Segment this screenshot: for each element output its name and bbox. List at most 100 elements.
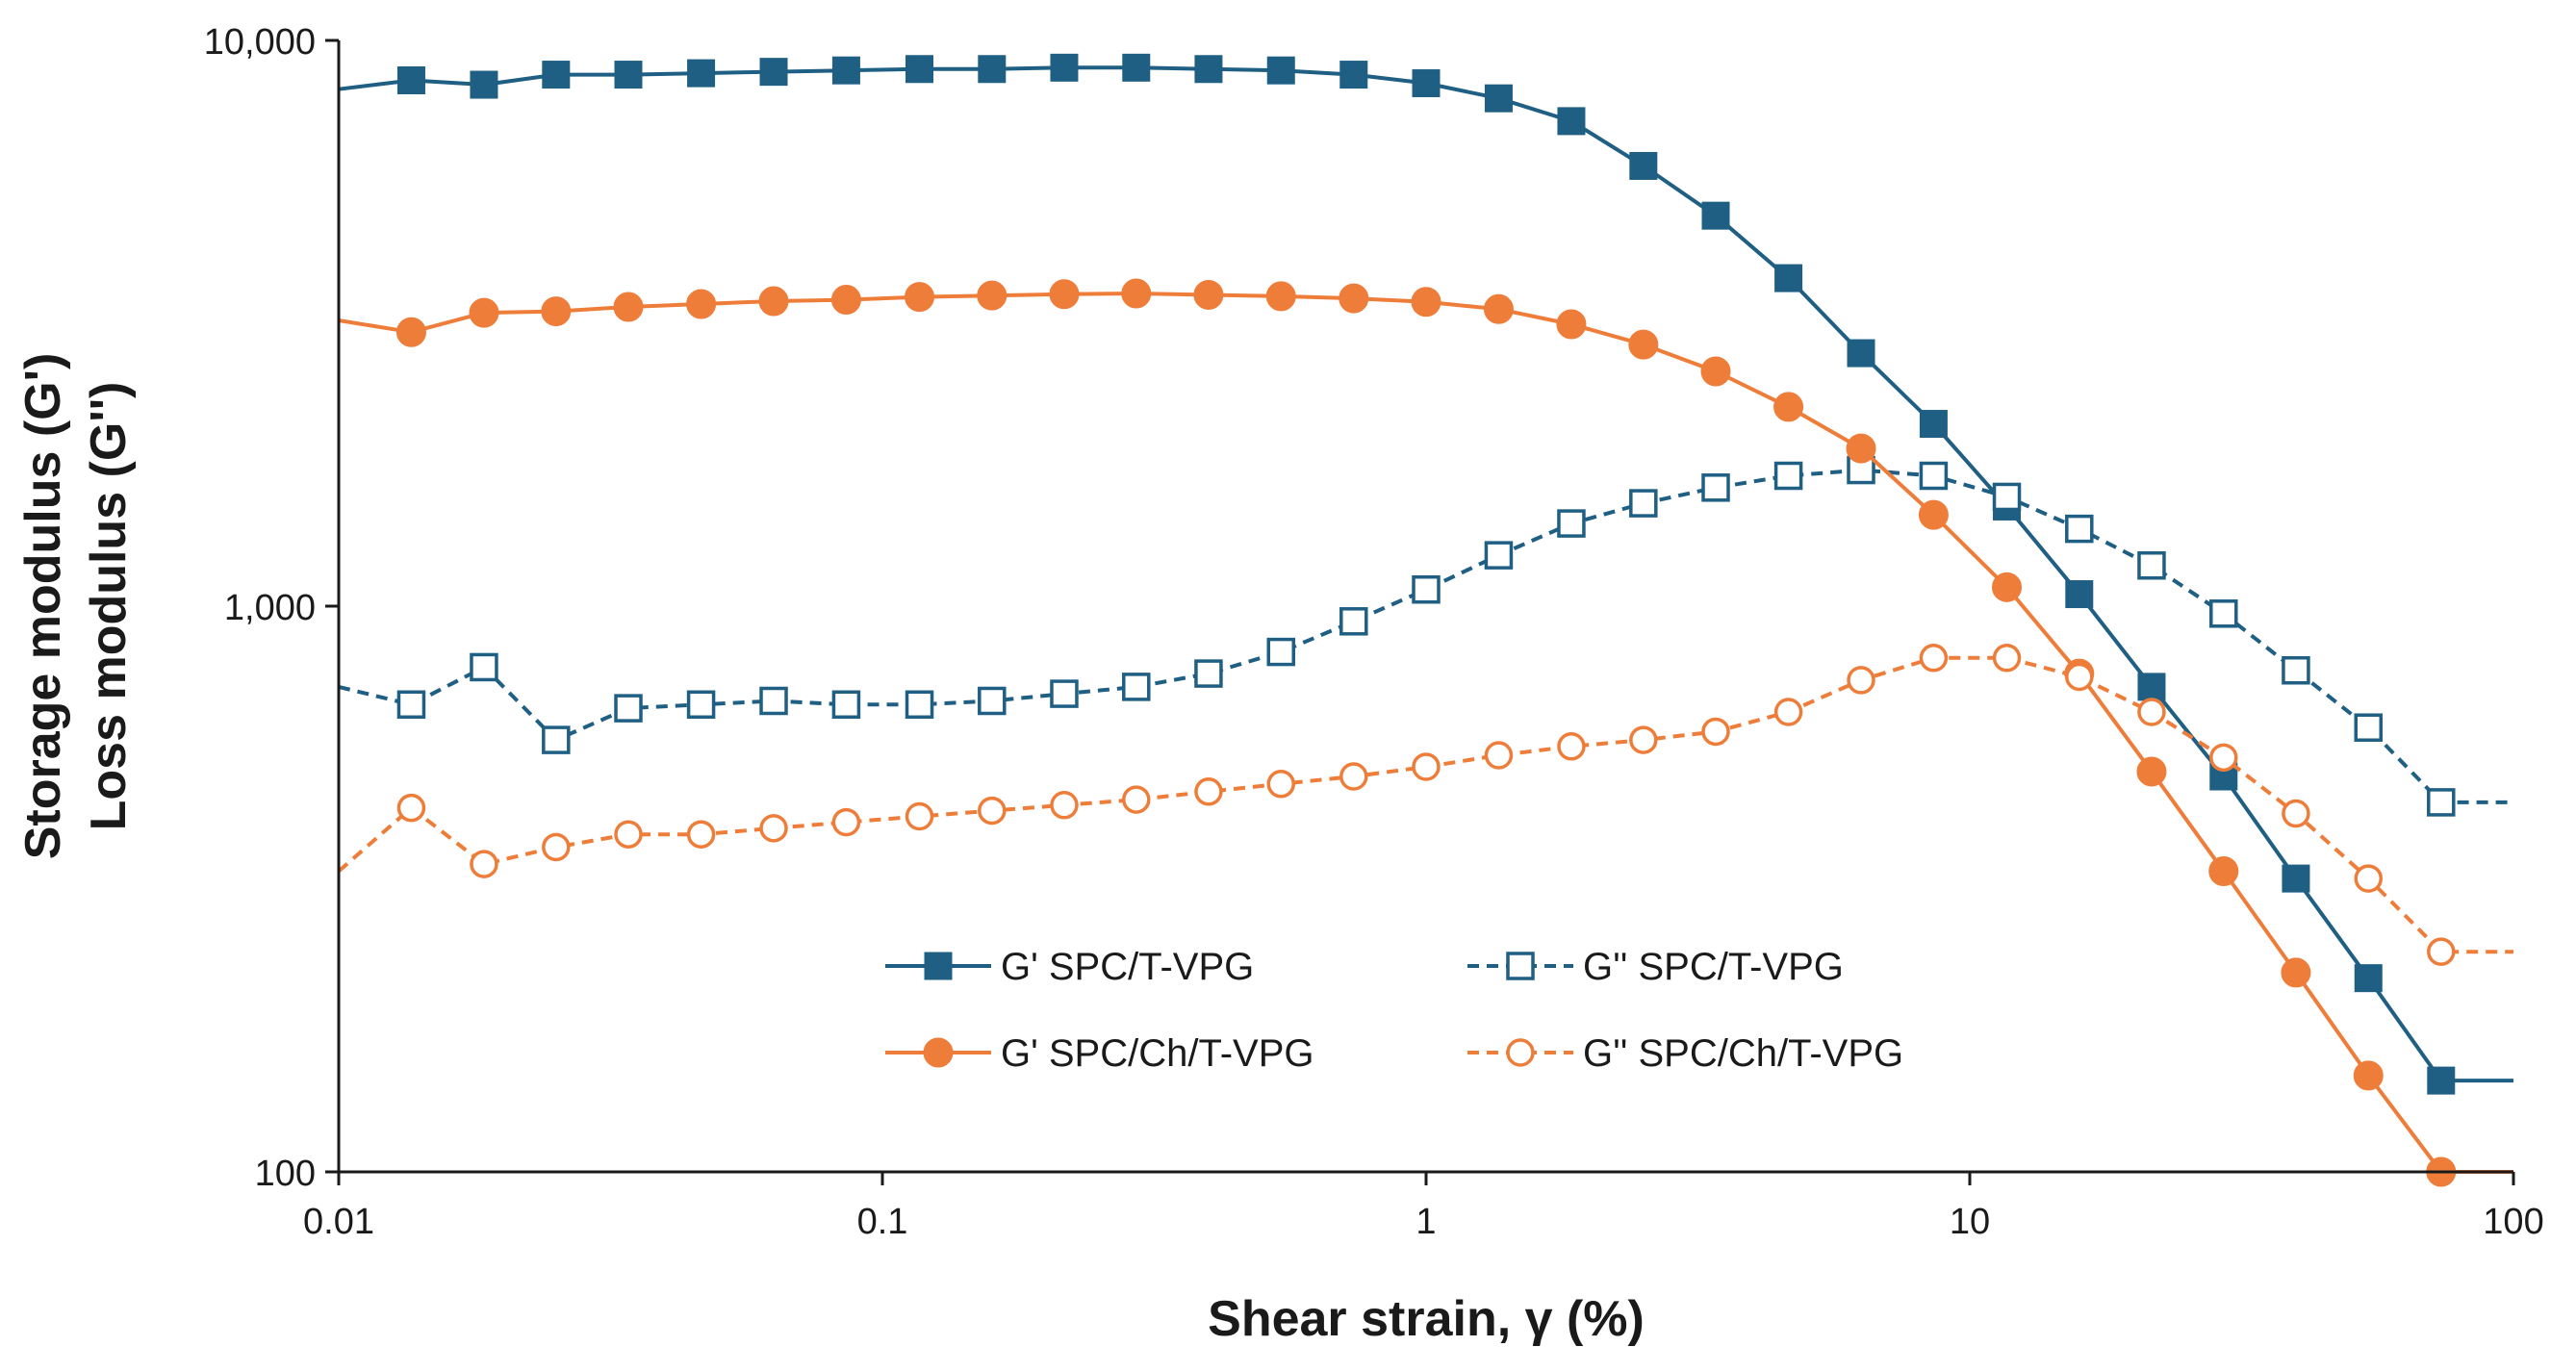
data-point <box>1339 283 1369 314</box>
data-point <box>1050 791 1079 820</box>
data-point <box>759 58 788 87</box>
data-point <box>687 59 716 88</box>
data-point <box>905 801 934 831</box>
data-point <box>1266 56 1295 85</box>
data-point <box>1701 201 1730 230</box>
data-point <box>1122 785 1151 814</box>
data-point <box>1774 264 1803 292</box>
data-point <box>2065 662 2094 692</box>
data-point <box>542 725 571 754</box>
data-point <box>1918 499 1949 530</box>
data-point <box>614 61 643 89</box>
series-g-storage-spc-t-vpg <box>338 53 2513 1095</box>
data-point <box>686 820 716 849</box>
data-point <box>978 55 1007 84</box>
data-point <box>2065 580 2094 609</box>
data-point <box>2208 855 2239 886</box>
data-point <box>1412 752 1441 781</box>
x-tick-label: 1 <box>1416 1202 1436 1242</box>
data-point <box>1484 541 1514 570</box>
legend-marker <box>923 1037 954 1068</box>
data-point <box>1847 339 1875 368</box>
data-point <box>1773 392 1804 422</box>
data-point <box>1339 607 1368 636</box>
data-point <box>1992 482 2022 512</box>
data-point <box>396 690 426 720</box>
series-line <box>338 65 2513 1083</box>
data-point <box>614 820 643 849</box>
data-point <box>1194 777 1223 806</box>
data-point <box>469 297 499 328</box>
data-point <box>1846 433 1876 464</box>
data-point <box>2137 550 2166 580</box>
data-point <box>2282 864 2310 893</box>
data-point <box>1773 698 1803 726</box>
y-tick-label: 100 <box>255 1154 316 1194</box>
data-point <box>2209 599 2238 628</box>
legend-marker <box>924 952 953 980</box>
data-point <box>905 690 934 720</box>
data-point <box>1919 644 1949 673</box>
data-point <box>1700 356 1731 387</box>
data-point <box>2354 864 2384 893</box>
data-point <box>686 289 717 319</box>
data-point <box>1484 84 1513 113</box>
data-point <box>1266 770 1296 799</box>
data-point <box>2354 713 2384 742</box>
legend-label: G'' SPC/Ch/T-VPG <box>1583 1032 1903 1075</box>
series-g-loss-spc-t-vpg <box>338 455 2513 817</box>
data-point <box>1339 762 1368 791</box>
data-point <box>2137 698 2166 726</box>
data-point <box>759 686 788 716</box>
data-point <box>1557 107 1586 136</box>
legend-item-g-loss-spc-t-vpg: G'' SPC/T-VPG <box>1467 946 1844 988</box>
data-point <box>2427 937 2456 966</box>
x-axis-title: Shear strain, γ (%) <box>1208 1291 1645 1347</box>
data-point <box>2209 743 2238 773</box>
data-point <box>1122 53 1151 82</box>
data-point <box>2281 957 2311 988</box>
data-point <box>1194 55 1223 84</box>
data-point <box>1773 461 1803 491</box>
data-point <box>1266 637 1296 667</box>
data-point <box>1339 61 1368 89</box>
data-point <box>1992 572 2023 602</box>
data-point <box>1847 666 1875 695</box>
data-point <box>1628 329 1659 360</box>
data-point <box>470 70 498 99</box>
data-point <box>1412 69 1441 98</box>
data-point <box>2282 799 2310 828</box>
data-point <box>1919 410 1948 439</box>
data-point <box>1049 279 1080 310</box>
data-point <box>1557 732 1586 761</box>
data-point <box>1701 473 1730 502</box>
y-tick-label: 10,000 <box>204 22 316 63</box>
data-point <box>1629 151 1658 180</box>
data-point <box>1050 53 1079 82</box>
data-point <box>1411 287 1441 318</box>
data-point <box>1483 293 1514 324</box>
data-point <box>2427 788 2456 817</box>
data-point <box>614 694 643 723</box>
data-point <box>1122 673 1151 701</box>
data-point <box>1121 278 1152 309</box>
legend-item-g-loss-spc-ch-t-vpg: G'' SPC/Ch/T-VPG <box>1467 1032 1903 1075</box>
data-point <box>1629 725 1658 754</box>
x-tick-label: 100 <box>2483 1202 2543 1242</box>
series-layer <box>337 53 2513 1187</box>
legend-label: G' SPC/Ch/T-VPG <box>1001 1032 1314 1075</box>
legend-item-g-storage-spc-ch-t-vpg: G' SPC/Ch/T-VPG <box>885 1032 1314 1075</box>
data-point <box>470 652 498 682</box>
data-point <box>831 690 861 720</box>
y-axis-title-loss: Loss modulus (G'') <box>81 382 137 831</box>
data-point <box>542 61 571 89</box>
legend-label: G'' SPC/T-VPG <box>1583 946 1844 988</box>
data-point <box>2282 655 2310 685</box>
y-axis-title-storage: Storage modulus (G') <box>15 353 71 860</box>
data-point <box>830 285 861 316</box>
data-point <box>1193 279 1224 310</box>
data-point <box>2354 964 2383 993</box>
legend-item-g-storage-spc-t-vpg: G' SPC/T-VPG <box>885 946 1254 988</box>
